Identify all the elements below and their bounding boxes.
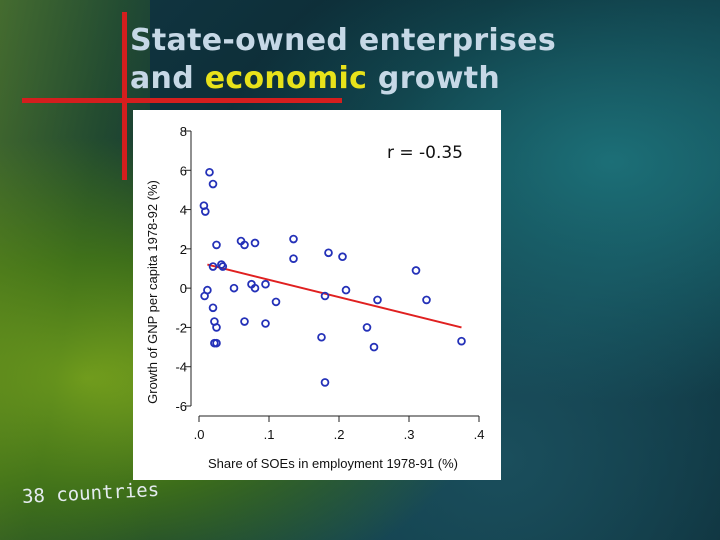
data-point [212, 323, 221, 332]
data-point [271, 297, 281, 307]
data-point [218, 262, 228, 271]
y-tick-label: 8 [180, 124, 187, 139]
y-tick-label: 6 [180, 163, 187, 178]
data-point [208, 303, 218, 313]
data-point [373, 295, 382, 305]
y-tick-label: -4 [175, 360, 187, 375]
scatter-chart: 8 6 4 2 0 -2 -4 -6 .0 .1 .2 .3 .4 r = -0.35 Share of… [145, 124, 484, 471]
data-point [212, 240, 221, 250]
y-tick-label: -2 [175, 320, 187, 335]
chart-axes: 8 6 4 2 0 -2 -4 -6 .0 .1 .2 .3 .4 [175, 124, 484, 442]
title-highlight-word: economic [204, 61, 368, 96]
data-point [208, 262, 218, 271]
x-tick-label: .2 [334, 427, 345, 442]
data-point [422, 295, 431, 305]
y-tick-label: 0 [180, 281, 187, 296]
data-point [457, 336, 466, 346]
data-point [261, 279, 270, 289]
correlation-annotation: r = -0.35 [387, 143, 463, 163]
data-point [341, 285, 351, 295]
y-tick-label: -6 [175, 399, 187, 414]
x-tick-label: .1 [264, 427, 275, 442]
data-point [205, 167, 214, 177]
background-brush-stroke [0, 0, 150, 540]
data-point [203, 285, 212, 295]
regression-line-group [207, 263, 462, 329]
data-point [411, 266, 421, 275]
red-vertical-accent-line [122, 12, 127, 180]
title-line-2-suffix: growth [367, 61, 501, 96]
data-points [199, 167, 466, 387]
y-axis-label: Growth of GNP per capita 1978-92 (%) [145, 180, 160, 404]
title-line-2: and economic growth [130, 60, 556, 98]
data-point [317, 332, 326, 342]
regression-line [207, 263, 462, 329]
data-point [324, 248, 333, 258]
x-tick-label: .3 [404, 427, 415, 442]
y-tick-label: 2 [180, 242, 187, 257]
data-point [229, 283, 239, 293]
red-horizontal-accent-line [22, 98, 342, 103]
data-point [362, 323, 372, 332]
data-point [320, 291, 330, 301]
data-point [261, 319, 270, 328]
data-point [240, 317, 249, 326]
x-tick-label: .0 [194, 427, 205, 442]
x-axis-label: Share of SOEs in employment 1978-91 (%) [208, 456, 458, 471]
data-point [240, 240, 249, 250]
slide-title: State-owned enterprises and economic gro… [130, 22, 556, 98]
data-point [250, 238, 260, 248]
x-tick-label: .4 [474, 427, 485, 442]
chart-panel: 8 6 4 2 0 -2 -4 -6 .0 .1 .2 .3 .4 r = -0.35 Share of… [133, 110, 501, 480]
data-point [250, 283, 260, 293]
data-point [289, 234, 298, 244]
data-point [320, 378, 330, 387]
data-point [369, 342, 379, 352]
data-point [289, 254, 298, 263]
title-line-2-prefix: and [130, 61, 205, 96]
data-point [338, 252, 347, 262]
title-line-1: State-owned enterprises [130, 23, 556, 58]
y-tick-label: 4 [180, 203, 187, 218]
data-point [208, 179, 218, 189]
data-point [201, 207, 210, 216]
data-point [212, 338, 221, 348]
